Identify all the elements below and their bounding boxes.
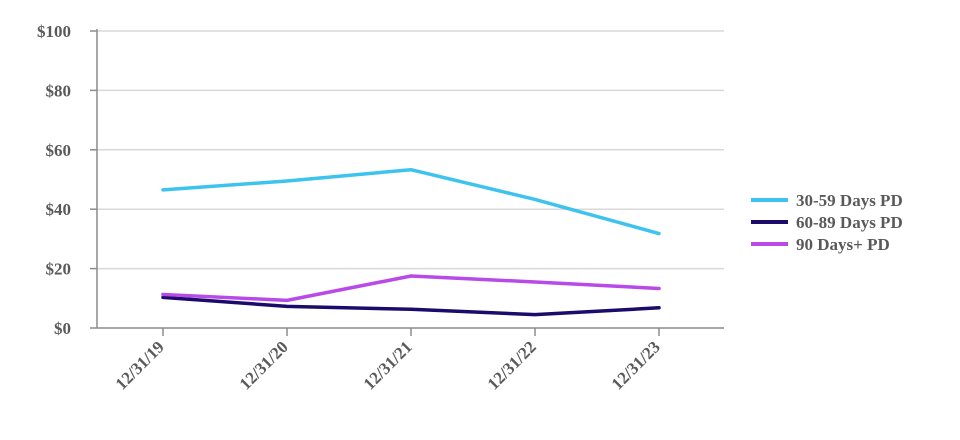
y-tick-label: $100 xyxy=(37,22,71,41)
x-tick-label: 12/31/20 xyxy=(236,337,292,393)
x-tick-label: 12/31/23 xyxy=(608,337,664,393)
legend-label: 60-89 Days PD xyxy=(796,213,903,232)
legend-label: 30-59 Days PD xyxy=(796,191,903,210)
y-tick-label: $40 xyxy=(46,200,72,219)
series-line-1 xyxy=(161,295,661,317)
x-tick-label: 12/31/21 xyxy=(360,337,416,393)
y-tick-label: $0 xyxy=(54,319,71,338)
y-tick-label: $20 xyxy=(46,260,72,279)
x-axis: 12/31/19 12/31/20 12/31/21 12/31/22 12/31/23 xyxy=(97,327,724,394)
legend: 30-59 Days PD 60-89 Days PD 90 Days+ PD xyxy=(751,191,903,254)
gridlines xyxy=(97,30,724,270)
y-tick-label: $80 xyxy=(46,81,72,100)
y-tick-label: $60 xyxy=(46,141,72,160)
y-axis: $0 $20 $40 $60 $80 $100 xyxy=(37,22,98,338)
series-lines xyxy=(161,167,661,317)
legend-label: 90 Days+ PD xyxy=(796,235,890,254)
x-tick-label: 12/31/22 xyxy=(484,337,540,393)
series-line-2 xyxy=(161,274,661,303)
x-tick-label: 12/31/19 xyxy=(112,337,168,393)
series-line-0 xyxy=(161,167,661,236)
